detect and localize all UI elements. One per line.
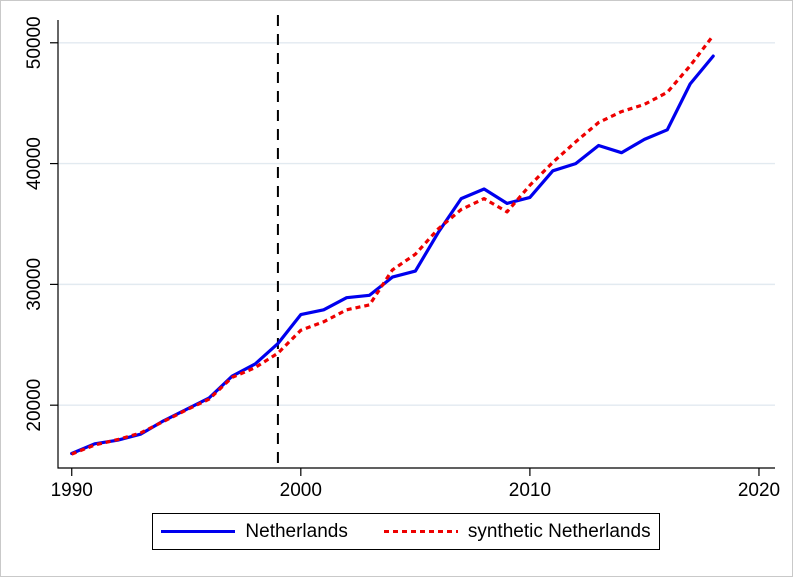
legend-item-synthetic-netherlands: synthetic Netherlands bbox=[383, 520, 651, 543]
netherlands-line-sample bbox=[161, 530, 236, 533]
x-tick-label: 1990 bbox=[51, 480, 93, 501]
synthetic-netherlands-line-sample bbox=[383, 530, 458, 533]
y-tick-label: 30000 bbox=[24, 258, 45, 311]
x-tick-label: 2010 bbox=[509, 480, 551, 501]
legend-label-netherlands: Netherlands bbox=[245, 520, 348, 542]
legend-item-netherlands: Netherlands bbox=[161, 520, 348, 543]
series-line-synthetic-netherlands bbox=[71, 34, 715, 456]
chart-legend: Netherlands synthetic Netherlands bbox=[152, 513, 660, 550]
y-tick-label: 50000 bbox=[24, 16, 45, 69]
x-tick-label: 2000 bbox=[280, 480, 322, 501]
y-tick-label: 20000 bbox=[24, 379, 45, 432]
series-line-netherlands bbox=[70, 54, 715, 456]
x-tick-label: 2020 bbox=[738, 480, 780, 501]
y-tick-label: 40000 bbox=[24, 137, 45, 190]
legend-label-synthetic-netherlands: synthetic Netherlands bbox=[467, 520, 651, 542]
